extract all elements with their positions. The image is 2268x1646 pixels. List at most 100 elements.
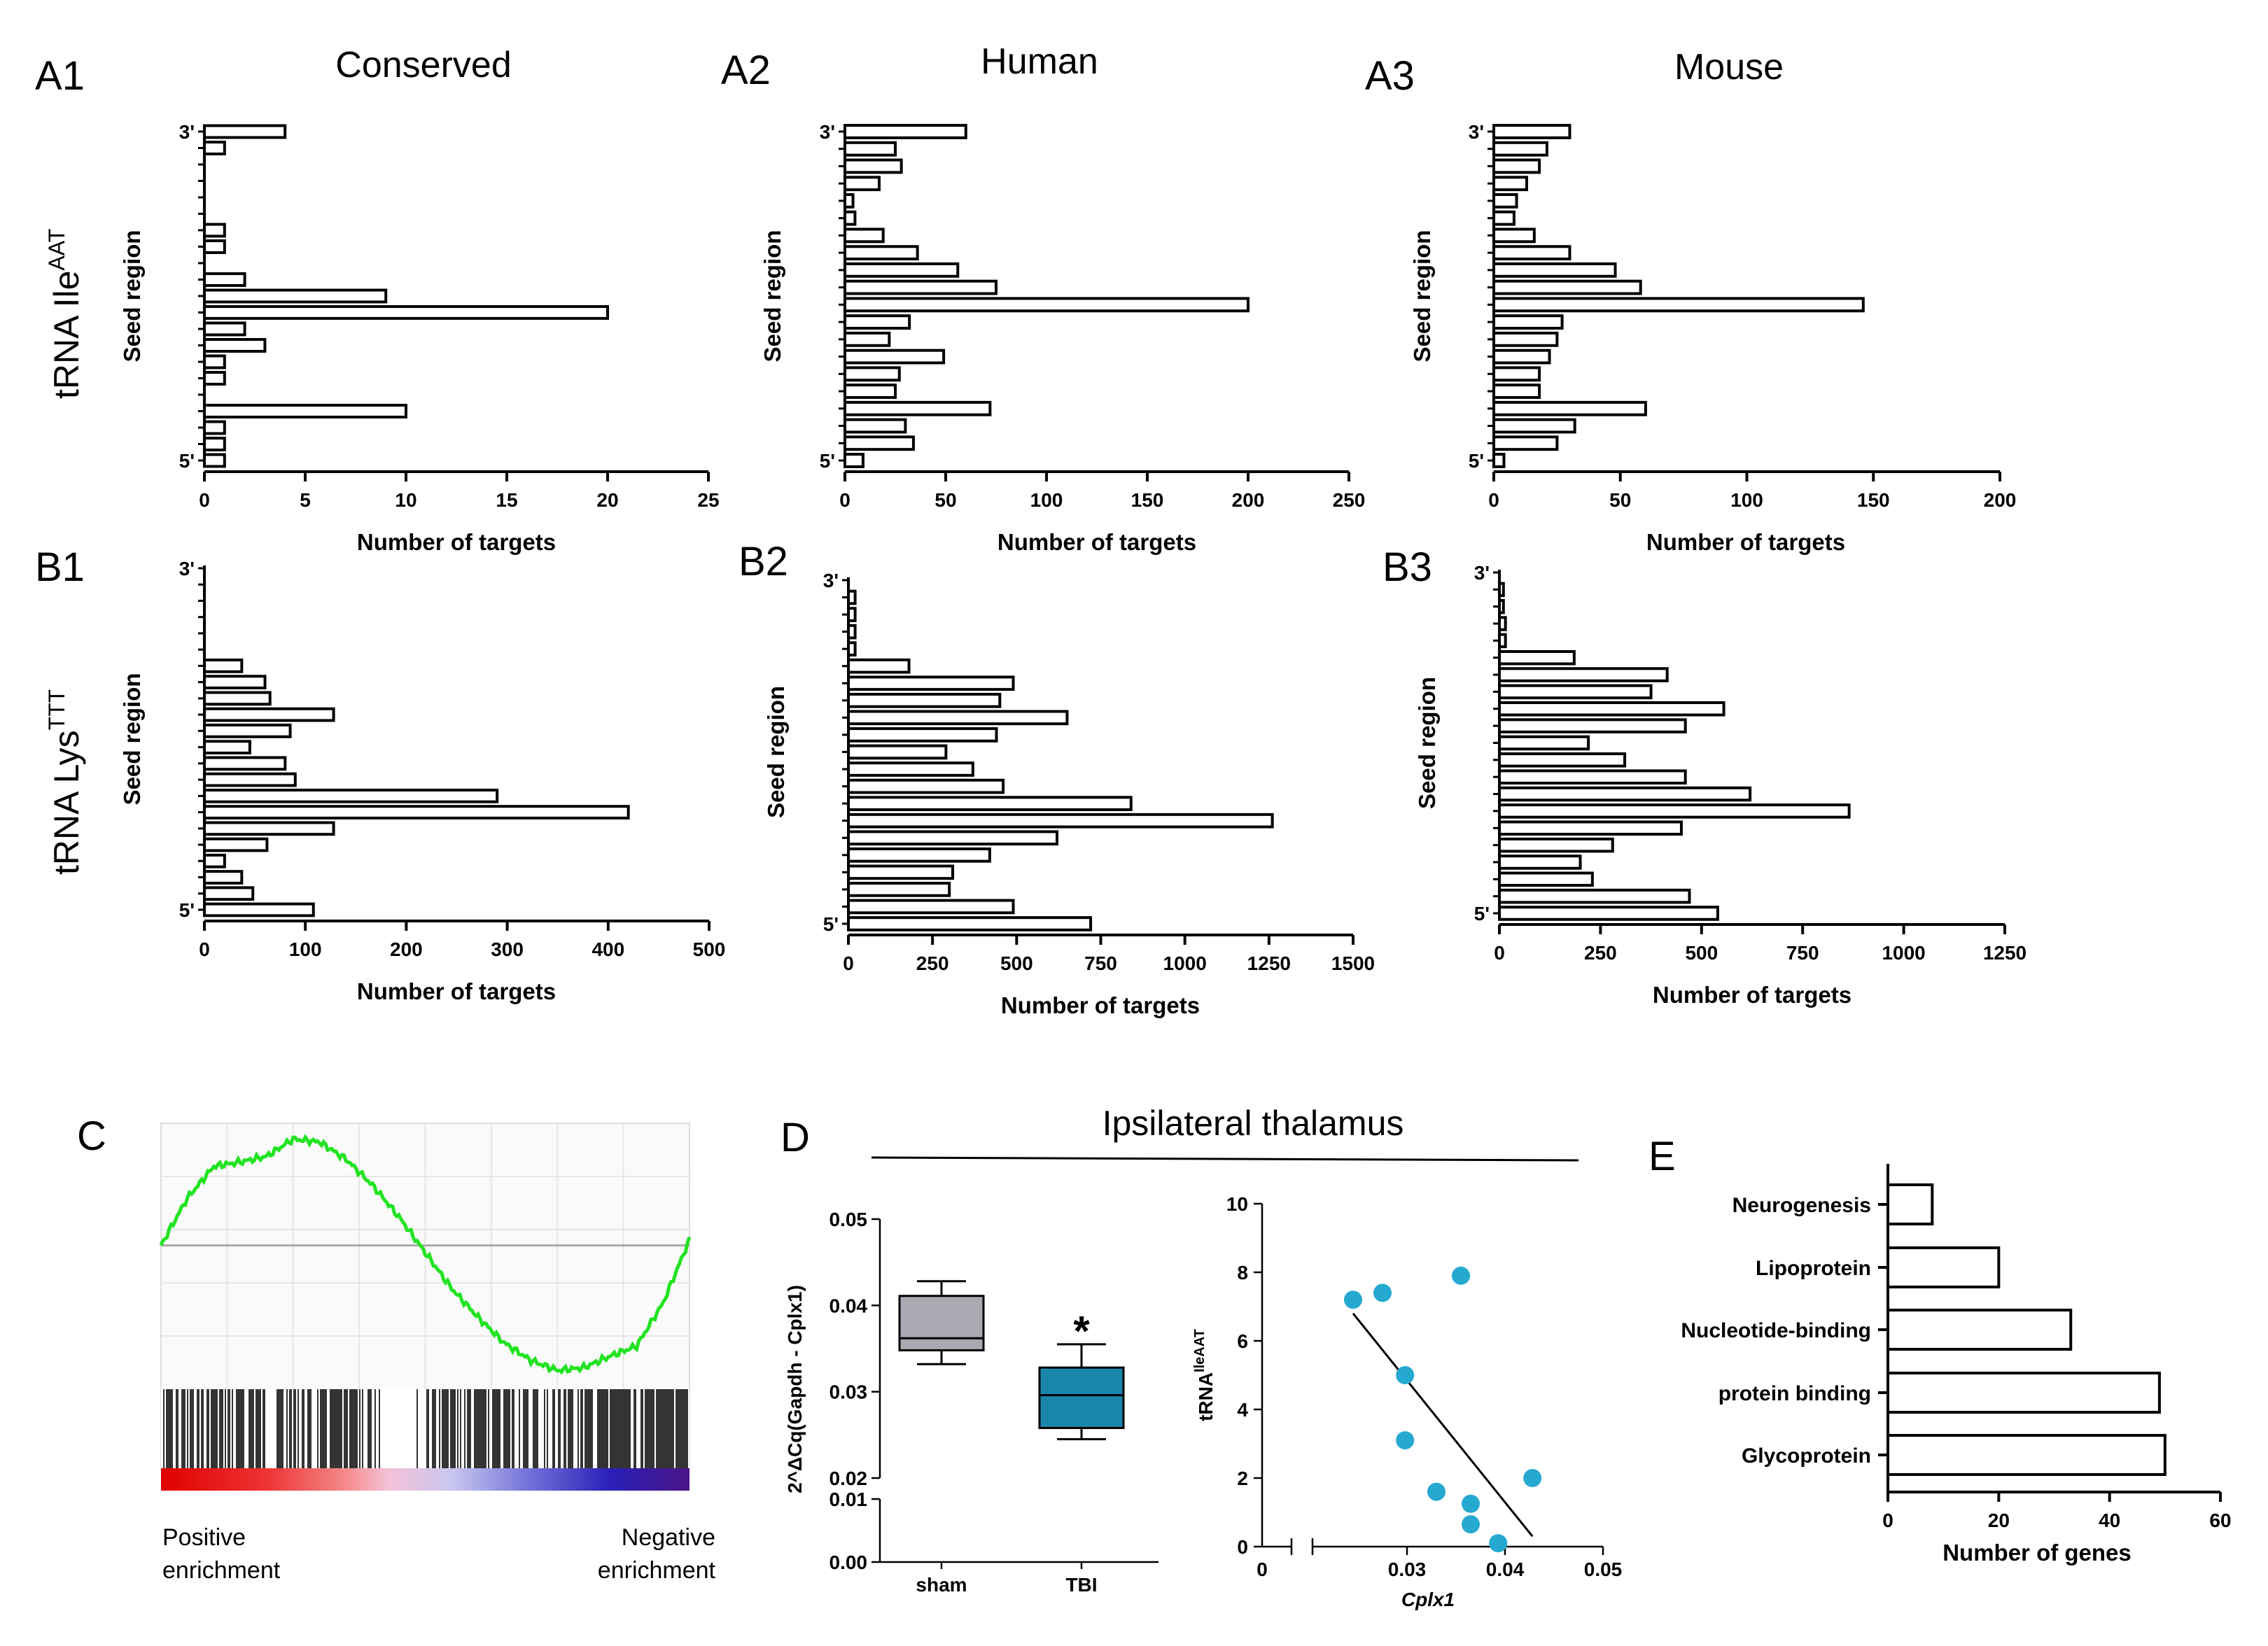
bar <box>203 371 226 386</box>
bar <box>844 210 857 226</box>
x-tick-label: 0 <box>199 489 210 511</box>
bar <box>1492 245 1572 261</box>
x-tick-label: 1250 <box>1983 942 2026 964</box>
y-label-3prime: 3' <box>820 121 835 143</box>
x-axis-title: Number of targets <box>357 978 556 1004</box>
scatter-point <box>1523 1469 1542 1487</box>
scatter-point <box>1462 1515 1480 1534</box>
bar <box>1498 752 1627 768</box>
y-axis-title: Seed region <box>1409 230 1435 363</box>
bar <box>1498 667 1669 682</box>
y-tick-label: 0 <box>1237 1536 1248 1558</box>
bar <box>844 314 911 330</box>
panel-label-a2: A2 <box>721 48 771 93</box>
bar <box>1492 176 1528 192</box>
y-tick-label: 8 <box>1237 1262 1248 1283</box>
bar <box>844 331 891 347</box>
bar <box>847 778 1005 794</box>
bar <box>847 830 1059 846</box>
bar <box>203 756 287 771</box>
x-tick-label: 20 <box>596 489 618 511</box>
x-tick-label: 250 <box>1584 942 1617 964</box>
x-tick-label: 100 <box>1730 489 1763 511</box>
chart-b3-mouse-lys: 3' 5'0 250 500 750 1000 1250 Number of targets S… <box>1414 562 2026 1008</box>
y-label-3prime: 3' <box>179 121 195 143</box>
x-tick-label: 1000 <box>1163 952 1207 974</box>
x-tick-label: 50 <box>934 489 956 511</box>
bar <box>844 124 967 139</box>
bar <box>1498 633 1507 649</box>
box <box>1038 1366 1125 1429</box>
y-tick-label: 0.04 <box>830 1295 868 1316</box>
gsea-negative-label-2: enrichment <box>598 1557 716 1584</box>
x-tick-label: 750 <box>1084 952 1117 974</box>
bar <box>1492 400 1647 416</box>
bar <box>203 124 287 139</box>
bar <box>1492 331 1559 347</box>
chart-a2-human-ile: 3' 5'0 50 100 150 200 250 Number of targets Seed… <box>760 121 1365 555</box>
bar <box>1498 786 1752 802</box>
y-tick-label: 0.01 <box>830 1489 868 1510</box>
bar <box>1492 158 1541 174</box>
gsea-negative-label-1: Negative <box>622 1524 715 1551</box>
x-tick-label: 400 <box>592 938 624 960</box>
scatter-point <box>1462 1494 1480 1513</box>
x-tick-label: 0 <box>1256 1559 1268 1580</box>
x-tick-label: 750 <box>1786 942 1819 964</box>
bar <box>847 744 948 760</box>
x-tick-label: 250 <box>916 952 949 974</box>
gsea-positive-label-1: Positive <box>162 1524 246 1551</box>
category-label: Glycoprotein <box>1742 1444 1871 1468</box>
y-label-3prime: 3' <box>179 558 195 579</box>
x-tick-label: 300 <box>491 938 524 960</box>
x-tick-label: 0.04 <box>1486 1559 1525 1580</box>
bar <box>203 239 226 254</box>
x-tick-label: 100 <box>1030 489 1063 511</box>
bar <box>1498 701 1726 717</box>
bar <box>1498 803 1851 819</box>
y-label-5prime: 5' <box>179 899 195 921</box>
bar <box>1498 854 1582 870</box>
y-axis-title: Seed region <box>119 673 145 806</box>
y-label-3prime: 3' <box>823 570 839 591</box>
panel-label-b2: B2 <box>738 539 788 584</box>
bar <box>844 366 901 382</box>
bar <box>1492 384 1541 399</box>
x-axis-title: Cplx1 <box>1401 1589 1455 1610</box>
x-tick-label: 0.05 <box>1584 1559 1623 1580</box>
bar <box>844 349 946 365</box>
row-title-ile: tRNA IleAAT <box>44 229 86 399</box>
x-tick-label: 100 <box>289 938 322 960</box>
panel-label-b1: B1 <box>35 544 85 590</box>
x-axis-title: Number of targets <box>1001 992 1200 1018</box>
y-axis-title: Seed region <box>763 686 789 818</box>
x-tick-label: 500 <box>1000 952 1033 974</box>
y-tick-label: 0.02 <box>830 1468 868 1489</box>
bar <box>844 384 897 399</box>
x-axis-title: Number of targets <box>997 529 1196 555</box>
panel-label-c: C <box>77 1113 106 1159</box>
x-axis-title: Number of genes <box>1942 1540 2132 1566</box>
bar <box>1498 735 1590 751</box>
bar <box>1498 820 1683 836</box>
x-tick-label: 1000 <box>1882 942 1925 964</box>
y-axis-title: tRNAIleAAT <box>1192 1329 1217 1421</box>
bar <box>844 453 864 468</box>
bar <box>203 420 226 435</box>
bar <box>203 223 226 238</box>
bar <box>844 435 915 451</box>
scatter-point <box>1489 1534 1508 1553</box>
bar <box>203 870 244 885</box>
bar <box>1492 141 1548 157</box>
chart-d-scatter: 0 2 4 6 8 10 0 0.03 0.04 0.05 Cplx1 tRNAIleAAT <box>1192 1193 1622 1610</box>
x-tick-label: 50 <box>1609 489 1631 511</box>
bar <box>203 453 226 468</box>
y-label-5prime: 5' <box>1469 450 1484 472</box>
x-tick-label: 500 <box>1685 942 1718 964</box>
bar <box>847 589 857 605</box>
rank-color-bar <box>161 1468 690 1491</box>
bar <box>1498 888 1691 904</box>
bar <box>847 796 1133 811</box>
category-label: protein binding <box>1718 1382 1871 1405</box>
